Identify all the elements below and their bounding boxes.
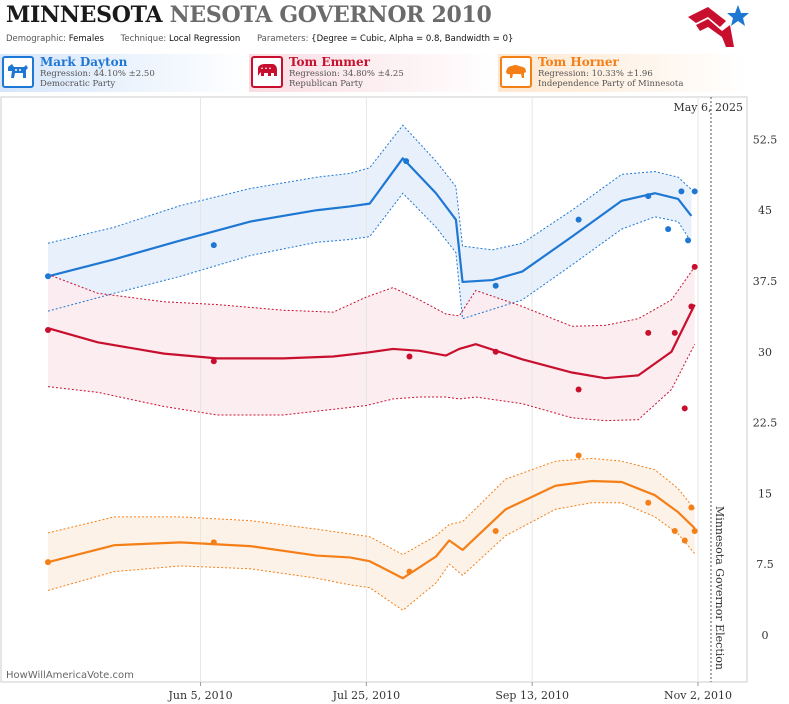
poll-point <box>406 353 413 360</box>
poll-point <box>681 405 688 412</box>
parameters-value: {Degree = Cubic, Alpha = 0.8, Bandwidth … <box>311 34 514 44</box>
elephant-icon <box>251 56 283 88</box>
page-title: MINNESOTA NESOTA GOVERNOR 2010 <box>6 2 492 28</box>
y-tick-label: 22.5 <box>753 417 778 430</box>
upper-bound-line <box>47 266 696 327</box>
bison-icon <box>500 56 532 88</box>
poll-point <box>575 216 582 223</box>
legend-item-horner[interactable]: Tom Horner Regression: 10.33% ±1.96 Inde… <box>500 55 748 93</box>
poll-point <box>492 348 499 355</box>
parameters-label: Parameters: <box>256 34 309 44</box>
x-tick-label: Nov 2, 2010 <box>664 689 732 702</box>
y-tick-label: 15 <box>758 487 772 500</box>
site-logo-icon[interactable] <box>686 3 750 49</box>
title-race: NESOTA GOVERNOR 2010 <box>169 2 492 28</box>
poll-point <box>685 237 692 244</box>
poll-point <box>645 329 652 336</box>
poll-point <box>691 528 698 535</box>
y-tick-label: 30 <box>758 346 772 359</box>
trend-line <box>47 479 696 580</box>
parameters-line: Demographic: Females Technique: Local Re… <box>6 34 527 44</box>
confidence-band <box>48 125 692 319</box>
y-tick-label: 45 <box>758 204 772 217</box>
poll-point <box>210 539 217 546</box>
poll-point <box>645 499 652 506</box>
demographic-value: Females <box>68 34 104 44</box>
x-tick-label: Jul 25, 2010 <box>332 689 401 702</box>
title-state: MINNESOTA <box>6 2 163 28</box>
candidate-party: Democratic Party <box>40 79 116 89</box>
poll-point <box>210 358 217 365</box>
poll-point <box>665 226 672 233</box>
confidence-band <box>48 266 695 421</box>
poll-point <box>45 273 51 280</box>
footer-credit: HowWillAmericaVote.com <box>6 670 134 681</box>
candidate-regression: Regression: 34.80% ±4.25 <box>289 69 404 79</box>
event-label: Minnesota Governor Election <box>713 506 726 670</box>
poll-point <box>681 537 688 544</box>
confidence-band <box>48 458 695 611</box>
poll-point <box>688 303 695 310</box>
poll-point <box>492 528 499 535</box>
y-tick-label: 37.5 <box>753 275 778 288</box>
candidate-party: Independence Party of Minnesota <box>538 79 684 89</box>
donkey-icon <box>2 56 34 88</box>
poll-point <box>691 188 698 195</box>
lower-bound-line <box>47 192 692 320</box>
y-tick-label: 52.5 <box>753 133 778 146</box>
poll-point <box>575 452 582 459</box>
candidate-party: Republican Party <box>289 79 363 89</box>
poll-point <box>45 327 51 334</box>
poll-point <box>671 329 678 336</box>
candidate-name: Tom Emmer <box>289 55 370 69</box>
poll-point <box>403 158 410 165</box>
trend-line <box>47 304 696 380</box>
legend-item-dayton[interactable]: Mark Dayton Regression: 44.10% ±2.50 Dem… <box>2 55 250 93</box>
y-tick-label: 0 <box>762 629 769 642</box>
candidate-regression: Regression: 10.33% ±1.96 <box>538 69 653 79</box>
poll-point <box>688 504 695 511</box>
poll-point <box>645 193 652 200</box>
poll-point <box>45 559 51 566</box>
poll-point <box>691 263 698 270</box>
y-tick-label: 7.5 <box>756 558 774 571</box>
lower-bound-line <box>47 343 696 422</box>
lower-bound-line <box>47 502 696 611</box>
poll-point <box>492 282 499 289</box>
legend-item-emmer[interactable]: Tom Emmer Regression: 34.80% ±4.25 Repub… <box>251 55 499 93</box>
today-label: May 6, 2025 <box>673 101 743 114</box>
x-tick-label: Jun 5, 2010 <box>168 689 233 702</box>
candidate-name: Tom Horner <box>538 55 619 69</box>
demographic-label: Demographic: <box>6 34 67 44</box>
poll-point <box>678 188 685 195</box>
poll-point <box>671 528 678 535</box>
poll-point <box>406 568 413 575</box>
upper-bound-line <box>47 457 696 556</box>
candidate-name: Mark Dayton <box>40 55 128 69</box>
legend-background <box>0 54 747 92</box>
upper-bound-line <box>47 124 692 251</box>
technique-label: Technique: <box>120 34 167 44</box>
technique-value: Local Regression <box>169 34 241 44</box>
candidate-regression: Regression: 44.10% ±2.50 <box>40 69 155 79</box>
x-tick-label: Sep 13, 2010 <box>495 689 569 702</box>
trend-line <box>47 157 693 284</box>
plot-area <box>0 96 748 683</box>
poll-point <box>210 242 217 249</box>
poll-point <box>575 386 582 393</box>
